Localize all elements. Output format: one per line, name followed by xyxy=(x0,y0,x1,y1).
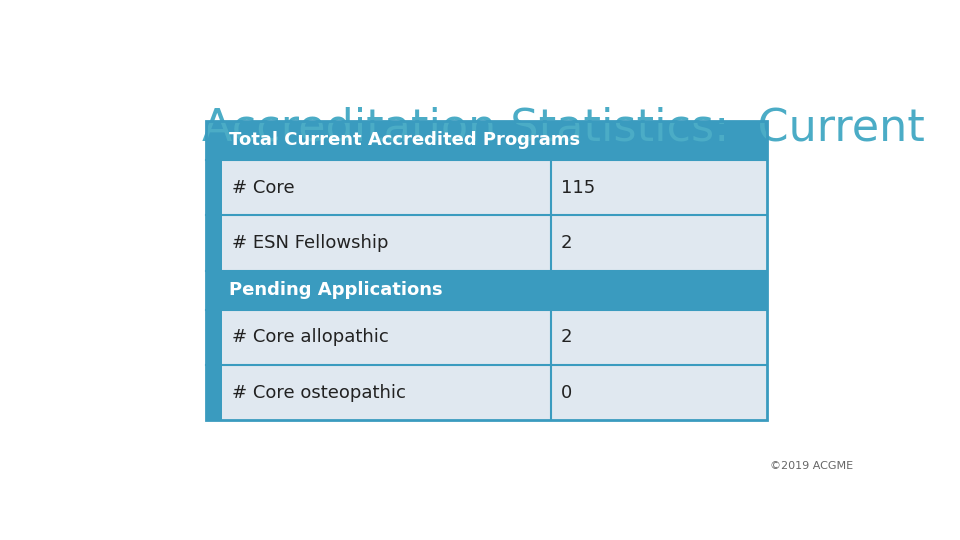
FancyBboxPatch shape xyxy=(222,365,551,420)
Text: 115: 115 xyxy=(561,179,595,197)
FancyBboxPatch shape xyxy=(205,215,222,271)
FancyBboxPatch shape xyxy=(222,160,551,215)
Text: 0: 0 xyxy=(561,383,572,402)
Text: Accreditation Statistics:  Current: Accreditation Statistics: Current xyxy=(202,106,924,150)
Text: Pending Applications: Pending Applications xyxy=(229,281,443,299)
FancyBboxPatch shape xyxy=(205,309,222,365)
Text: Total Current Accredited Programs: Total Current Accredited Programs xyxy=(229,131,581,150)
FancyBboxPatch shape xyxy=(551,160,767,215)
Text: ©2019 ACGME: ©2019 ACGME xyxy=(770,462,852,471)
FancyBboxPatch shape xyxy=(205,365,222,420)
Text: # Core: # Core xyxy=(231,179,294,197)
FancyBboxPatch shape xyxy=(551,215,767,271)
Text: # ESN Fellowship: # ESN Fellowship xyxy=(231,234,388,252)
FancyBboxPatch shape xyxy=(551,365,767,420)
FancyBboxPatch shape xyxy=(222,215,551,271)
FancyBboxPatch shape xyxy=(205,271,767,309)
Text: 2: 2 xyxy=(561,328,572,346)
FancyBboxPatch shape xyxy=(551,309,767,365)
FancyBboxPatch shape xyxy=(205,160,222,215)
FancyBboxPatch shape xyxy=(205,121,767,160)
Text: # Core osteopathic: # Core osteopathic xyxy=(231,383,405,402)
Text: 2: 2 xyxy=(561,234,572,252)
Text: # Core allopathic: # Core allopathic xyxy=(231,328,389,346)
FancyBboxPatch shape xyxy=(222,309,551,365)
